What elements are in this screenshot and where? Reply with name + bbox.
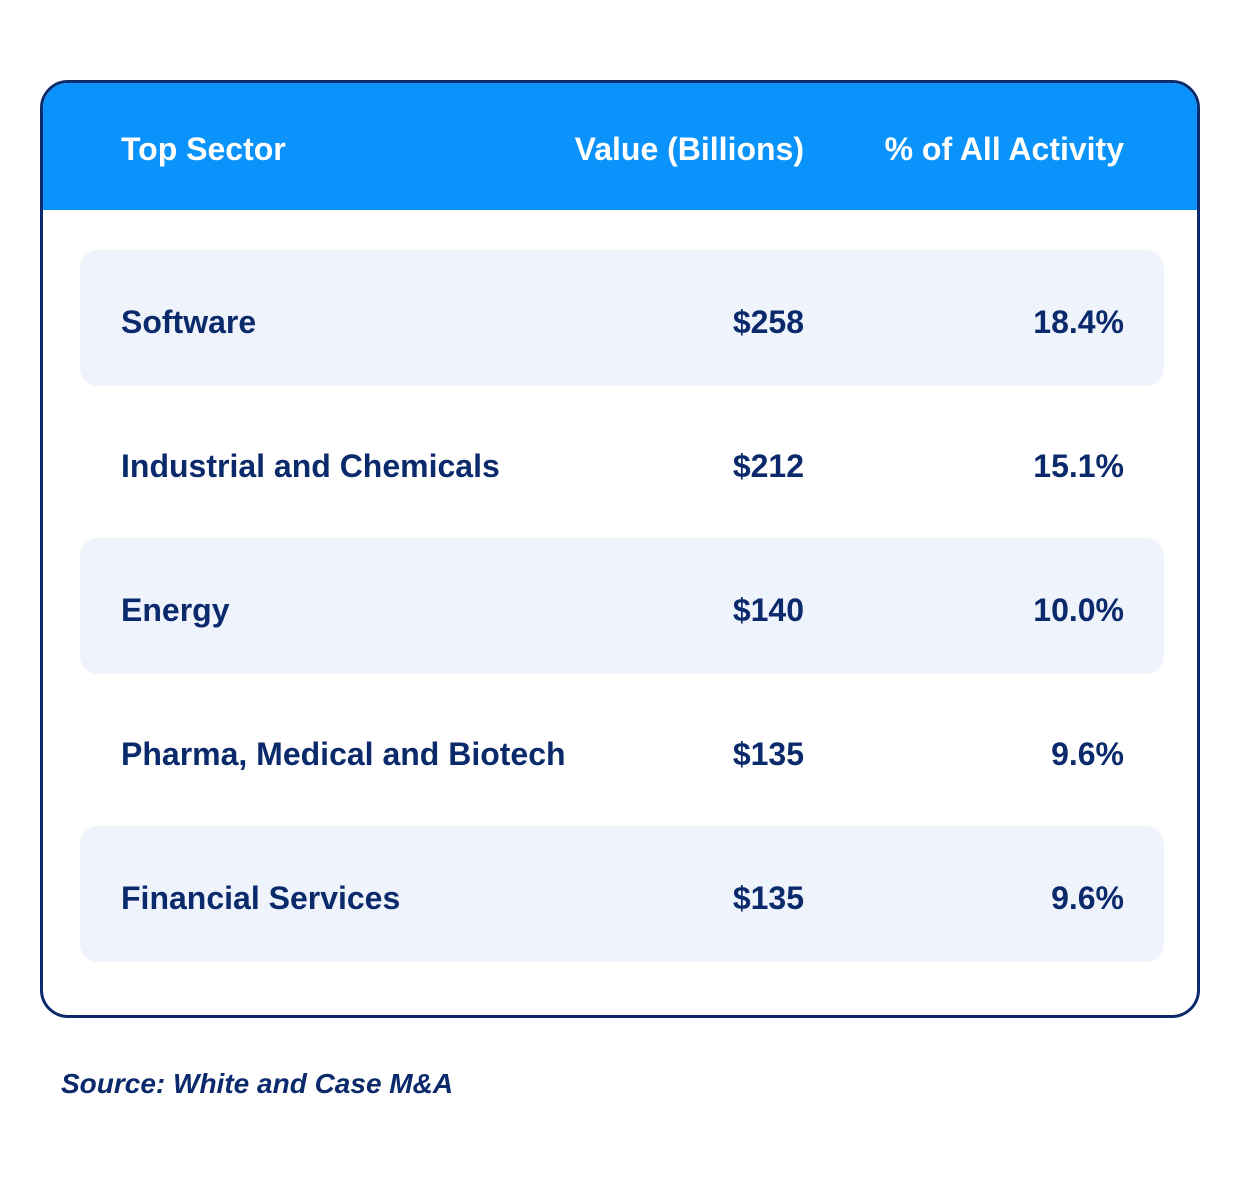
column-header-percent: % of All Activity [884,131,1124,167]
sector-cell: Financial Services [121,880,401,916]
table-header: Top Sector Value (Billions) % of All Act… [43,83,1197,210]
percent-cell: 9.6% [1051,880,1124,916]
value-cell: $135 [732,880,804,916]
percent-cell: 15.1% [1033,448,1124,484]
column-header-sector: Top Sector [121,131,286,167]
table-row: Software $258 18.4% [80,250,1164,386]
percent-cell: 18.4% [1033,304,1124,340]
table-row: Pharma, Medical and Biotech $135 9.6% [80,682,1164,818]
value-cell: $140 [732,592,804,628]
percent-cell: 10.0% [1033,592,1124,628]
value-cell: $135 [732,736,804,772]
sector-cell: Software [121,304,257,340]
table-row: Industrial and Chemicals $212 15.1% [80,394,1164,530]
percent-cell: 9.6% [1051,736,1124,772]
sector-table: Top Sector Value (Billions) % of All Act… [40,80,1200,1018]
table-row: Energy $140 10.0% [80,538,1164,674]
table-row: Financial Services $135 9.6% [80,826,1164,962]
value-cell: $258 [732,304,804,340]
column-header-value: Value (Billions) [574,131,804,167]
source-note: Source: White and Case M&A [61,1068,454,1099]
sector-cell: Pharma, Medical and Biotech [121,736,566,772]
sector-cell: Industrial and Chemicals [121,448,500,484]
value-cell: $212 [732,448,804,484]
table-body: Software $258 18.4% Industrial and Chemi… [80,250,1164,970]
sector-cell: Energy [121,592,230,628]
